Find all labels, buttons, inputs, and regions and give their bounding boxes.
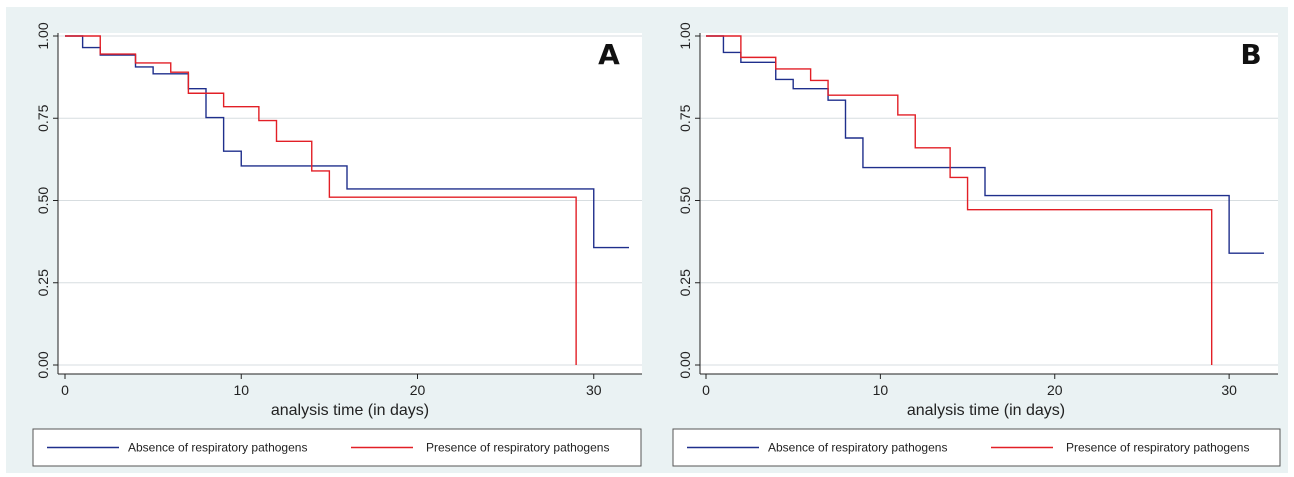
gridlines	[700, 33, 1278, 374]
plot-area	[700, 33, 1278, 374]
panel-label: A	[598, 38, 620, 71]
chart-panel-b: 0.00 0.25 0.50 0.75 1.00 0 10 20 30 B analysis t…	[646, 7, 1288, 473]
y-tick-label: 0.50	[677, 187, 693, 214]
gridlines	[58, 33, 642, 374]
survival-curve	[706, 35, 1213, 365]
y-tick-label: 1.00	[677, 22, 693, 49]
survival-curve	[65, 35, 577, 365]
y-tick-label: 0.25	[35, 269, 51, 296]
y-tick-label: 0.00	[677, 351, 693, 378]
legend: Absence of respiratory pathogens Presence…	[672, 428, 1281, 467]
x-tick-label: 30	[1221, 382, 1237, 398]
y-tick-label: 1.00	[35, 22, 51, 49]
legend-label: Absence of respiratory pathogens	[768, 441, 947, 455]
y-tick-label: 0.00	[35, 351, 51, 378]
y-tick-label: 0.75	[35, 104, 51, 131]
axes: 0.00 0.25 0.50 0.75 1.00 0 10 20 30	[35, 22, 642, 398]
panel-label: B	[1240, 38, 1261, 71]
legend-label: Presence of respiratory pathogens	[426, 441, 609, 455]
x-tick-label: 0	[702, 382, 710, 398]
axes: 0.00 0.25 0.50 0.75 1.00 0 10 20 30	[677, 22, 1278, 398]
x-tick-label: 10	[873, 382, 889, 398]
legend-label: Presence of respiratory pathogens	[1066, 441, 1249, 455]
x-tick-label: 10	[233, 382, 249, 398]
legend-label: Absence of respiratory pathogens	[128, 441, 307, 455]
series-layer	[65, 35, 629, 365]
km-chart-a: 0.00 0.25 0.50 0.75 1.00 0 10 20 30 A analysis t…	[32, 22, 642, 467]
x-axis-label: analysis time (in days)	[907, 402, 1065, 419]
y-tick-label: 0.25	[677, 269, 693, 296]
chart-panel-a: 0.00 0.25 0.50 0.75 1.00 0 10 20 30 A analysis t…	[6, 7, 648, 473]
x-tick-label: 20	[410, 382, 426, 398]
x-tick-label: 0	[61, 382, 69, 398]
legend: Absence of respiratory pathogens Presence…	[32, 428, 642, 467]
legend-box	[672, 428, 1281, 467]
x-tick-label: 30	[586, 382, 602, 398]
km-chart-b: 0.00 0.25 0.50 0.75 1.00 0 10 20 30 B analysis t…	[672, 22, 1281, 467]
plot-area	[58, 33, 642, 374]
y-tick-label: 0.50	[35, 187, 51, 214]
y-tick-label: 0.75	[677, 104, 693, 131]
series-layer	[706, 35, 1264, 365]
legend-box	[32, 428, 642, 467]
x-tick-label: 20	[1047, 382, 1063, 398]
x-axis-label: analysis time (in days)	[271, 402, 429, 419]
